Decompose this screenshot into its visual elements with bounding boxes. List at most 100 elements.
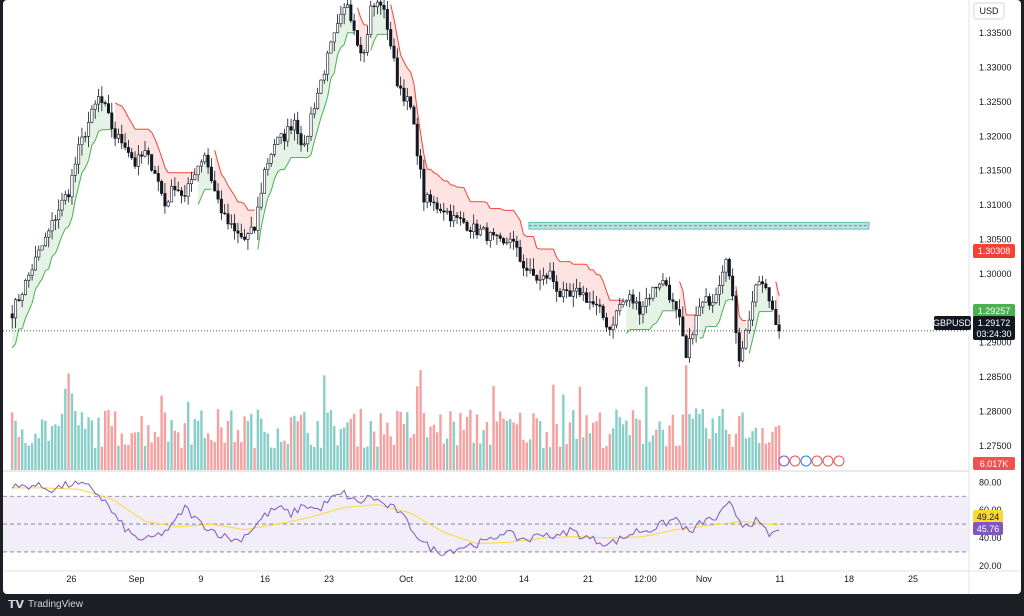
candle-body xyxy=(777,324,781,332)
volume-bar xyxy=(379,413,382,470)
candle-body xyxy=(697,306,701,316)
volume-bar xyxy=(306,433,309,470)
candle-body xyxy=(744,329,748,349)
supertrend-down-line xyxy=(682,290,687,316)
volume-bar xyxy=(206,433,210,470)
volume-bar xyxy=(675,445,678,470)
candle-body xyxy=(575,287,579,292)
volume-bar xyxy=(349,418,353,470)
supertrend-fill xyxy=(659,279,663,318)
volume-bar xyxy=(542,447,545,470)
tradingview-logo[interactable]: 𝗧𝗩 TradingView xyxy=(8,598,83,611)
supertrend-down-line xyxy=(214,150,219,163)
volume-bar xyxy=(704,428,708,470)
candle-body xyxy=(103,102,107,104)
candle-body xyxy=(322,73,326,81)
supertrend-fill xyxy=(85,129,89,168)
volume-bar xyxy=(359,408,362,470)
supertrend-down-line xyxy=(556,257,561,262)
candle-body xyxy=(355,30,359,46)
volume-bar xyxy=(94,447,97,470)
candle-body xyxy=(737,332,741,362)
supertrend-down-line xyxy=(430,168,435,173)
candle-body xyxy=(352,20,356,31)
supertrend-up-line xyxy=(722,300,727,311)
volume-bar xyxy=(323,375,326,470)
volume-bar xyxy=(572,410,575,470)
candle-body xyxy=(266,163,270,170)
volume-bar xyxy=(246,420,250,470)
candle-body xyxy=(213,180,217,192)
candle-body xyxy=(621,301,625,305)
price-chart[interactable]: 1.33500 1.33000 1.32500 1.32000 1.31500 1.310… xyxy=(3,0,1021,594)
candle-body xyxy=(365,34,369,53)
price-tick-label: 1.30000 xyxy=(979,269,1012,279)
volume-bar xyxy=(24,443,27,470)
supertrend-fill xyxy=(115,102,119,136)
event-icons xyxy=(778,455,845,467)
candle-body xyxy=(209,166,213,182)
supertrend-down-line xyxy=(599,274,604,282)
candle-body xyxy=(67,194,71,198)
volume-bar xyxy=(588,433,592,470)
time-tick-label: 18 xyxy=(844,574,854,584)
volume-bar xyxy=(276,428,279,470)
volume-bar xyxy=(279,441,283,470)
volume-bar xyxy=(582,437,585,470)
supertrend-down-line xyxy=(433,172,438,175)
supertrend-down-line xyxy=(234,195,239,203)
candle-body xyxy=(754,284,758,303)
supertrend-down-line xyxy=(586,264,591,271)
chart-frame: 1.33500 1.33000 1.32500 1.32000 1.31500 1.310… xyxy=(3,0,1021,594)
candle-body xyxy=(561,289,565,298)
volume-bar xyxy=(741,412,744,470)
candle-body xyxy=(432,201,436,204)
candle-body xyxy=(90,108,94,123)
supertrend-fill xyxy=(536,248,541,281)
supertrend-fill xyxy=(400,55,404,93)
supertrend-fill xyxy=(566,261,570,291)
candle-body xyxy=(110,112,114,129)
volume-bar xyxy=(631,410,635,470)
candle-body xyxy=(186,183,190,197)
supertrend-down-line xyxy=(423,154,428,170)
volume-bar xyxy=(502,418,505,470)
volume-bar xyxy=(210,439,213,470)
candle-body xyxy=(528,268,532,271)
volume-bar xyxy=(754,427,758,470)
volume-bar xyxy=(273,447,276,470)
supertrend-fill xyxy=(128,117,132,155)
volume-bar xyxy=(339,429,343,470)
candle-body xyxy=(246,233,250,240)
volume-bar xyxy=(402,423,406,470)
rsi-tick-label: 80.00 xyxy=(979,477,1002,487)
supertrend-down-line xyxy=(157,147,163,157)
supertrend-down-line xyxy=(127,117,133,124)
candle-body xyxy=(631,294,635,304)
supertrend-fill xyxy=(138,129,142,161)
volume-bar xyxy=(34,433,37,470)
candle-body xyxy=(442,210,446,213)
volume-bar xyxy=(203,438,206,470)
price-tick-label: 1.28000 xyxy=(979,407,1012,417)
candle-body xyxy=(687,338,691,358)
supertrend-down-line xyxy=(416,110,422,133)
volume-bar xyxy=(512,422,515,470)
volume-bar xyxy=(386,422,389,470)
volume-bar xyxy=(422,412,426,470)
supertrend-down-line xyxy=(131,122,136,130)
currency-button[interactable] xyxy=(973,2,1005,20)
volume-bar xyxy=(356,446,359,470)
candle-body xyxy=(196,165,200,176)
supertrend-fill xyxy=(121,105,126,142)
volume-bar xyxy=(286,443,289,470)
volume-bar xyxy=(605,446,608,470)
volume-bar xyxy=(608,433,611,470)
candle-body xyxy=(581,292,585,296)
supertrend-fill xyxy=(533,236,537,280)
volume-bar xyxy=(681,414,685,470)
supertrend-up-line xyxy=(48,256,53,269)
supertrend-fill xyxy=(427,169,431,201)
volume-bar xyxy=(399,411,402,470)
volume-bar xyxy=(263,431,266,470)
